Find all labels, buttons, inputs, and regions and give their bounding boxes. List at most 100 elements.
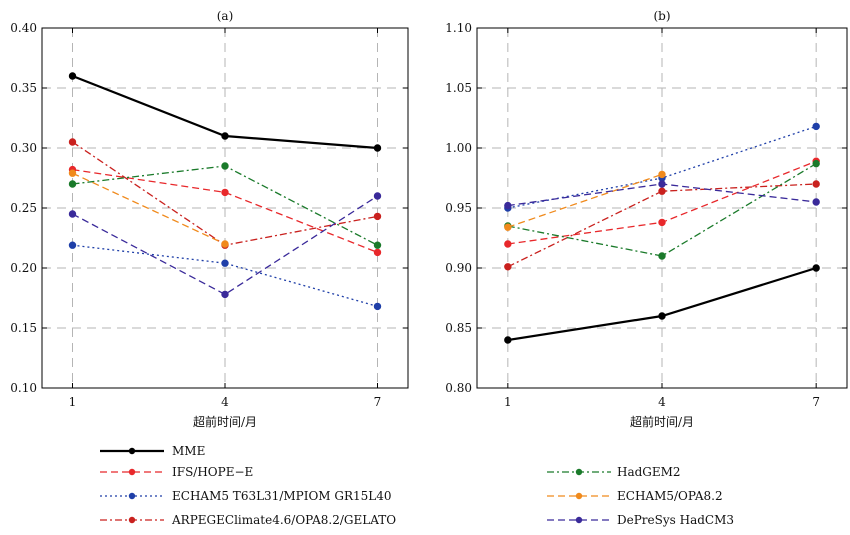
y-tick-label: 0.40 [10,21,37,35]
data-point [221,132,229,140]
legend-label: ECHAM5/OPA8.2 [617,489,723,503]
series-5 [68,169,229,248]
legend-label: IFS/HOPE−E [172,465,253,479]
legend: MME IFS/HOPE−E HadGEM2 ECHAM5 T63L31/MPIOM … [100,444,734,527]
data-point [658,180,666,188]
legend-entry: HadGEM2 [547,465,681,479]
data-point [373,241,382,249]
series-line [72,195,378,296]
series-line [72,244,378,308]
y-tick-label: 0.85 [445,321,472,335]
legend-entry: DePreSys HadCM3 [547,513,734,527]
data-point [221,290,229,299]
data-point [812,180,820,188]
legend-marker [575,492,583,500]
data-point [68,72,77,80]
series-line [507,125,817,209]
y-tick-label: 0.95 [445,201,472,215]
series-4 [68,162,382,249]
data-point [504,336,512,344]
x-tick-label: 7 [812,395,820,409]
panel-b-grid [477,28,847,388]
data-point [68,210,77,218]
data-point [812,264,820,272]
data-point [221,162,229,170]
legend-label: MME [172,444,205,458]
x-tick-label: 1 [69,395,77,409]
y-tick-label: 0.30 [10,141,37,155]
x-tick-label: 1 [504,395,512,409]
legend-marker [128,516,136,524]
data-point [504,201,512,210]
data-point [373,248,382,257]
legend-label: DePreSys HadCM3 [617,513,734,527]
legend-entry: ARPEGEClimate4.6/OPA8.2/GELATO [100,513,396,527]
series-line [507,163,817,257]
series-3 [504,180,820,271]
data-point [68,180,77,188]
data-point [373,302,382,311]
data-point [373,144,382,152]
y-tick-label: 0.80 [445,381,472,395]
data-point [221,259,229,267]
y-tick-label: 1.00 [445,141,472,155]
legend-label: HadGEM2 [617,465,681,479]
panel-a-grid [42,28,408,388]
data-point [658,170,666,179]
data-point [658,187,666,195]
y-tick-label: 0.35 [10,81,37,95]
data-point [812,159,820,168]
data-point [68,241,77,249]
data-point [658,312,666,320]
legend-entry: MME [100,444,205,458]
data-point [221,188,229,197]
data-point [68,138,77,146]
panel-a-title: (a) [217,9,234,23]
series-6 [504,180,820,210]
y-tick-label: 0.25 [10,201,37,215]
data-point [658,252,666,260]
data-point [812,122,820,131]
legend-marker [128,492,136,500]
legend-entry: ECHAM5/OPA8.2 [547,489,723,503]
x-tick-label: 7 [374,395,382,409]
data-point [373,192,382,200]
y-tick-label: 0.20 [10,261,37,275]
series-0 [504,264,820,344]
legend-label: ARPEGEClimate4.6/OPA8.2/GELATO [171,513,396,527]
data-point [812,198,820,206]
legend-marker [575,516,583,524]
series-5 [504,170,666,231]
panel-a: 0.10 0.15 0.20 0.25 0.30 0.35 0.40 1 4 7 (a) 超前时间/月 [10,9,409,429]
y-tick-label: 0.15 [10,321,37,335]
series-line [507,173,663,228]
panel-b-title: (b) [653,9,670,23]
panel-b: 0.80 0.85 0.90 0.95 1.00 1.05 1.10 1 4 7 (b) 超前时间/月 [445,9,848,429]
data-point [658,218,666,227]
panel-a-x-axis-title: 超前时间/月 [193,414,257,429]
legend-entry: ECHAM5 T63L31/MPIOM GR15L40 [100,489,392,503]
series-6 [68,192,382,299]
y-tick-label: 1.05 [445,81,472,95]
series-line [72,172,226,245]
data-point [221,240,229,248]
series-0 [68,72,382,152]
y-tick-label: 0.90 [445,261,472,275]
legend-marker [128,447,136,455]
panel-b-x-axis-title: 超前时间/月 [630,414,694,429]
series-line [72,165,378,246]
legend-marker [128,468,136,476]
data-point [504,240,512,248]
legend-label: ECHAM5 T63L31/MPIOM GR15L40 [172,489,392,503]
y-tick-label: 1.10 [445,21,472,35]
x-tick-label: 4 [658,395,666,409]
legend-marker [575,468,583,476]
y-tick-label: 0.10 [10,381,37,395]
data-point [504,223,512,231]
data-point [504,263,512,271]
legend-entry: IFS/HOPE−E [100,465,253,479]
data-point [68,169,77,177]
x-tick-label: 4 [221,395,229,409]
